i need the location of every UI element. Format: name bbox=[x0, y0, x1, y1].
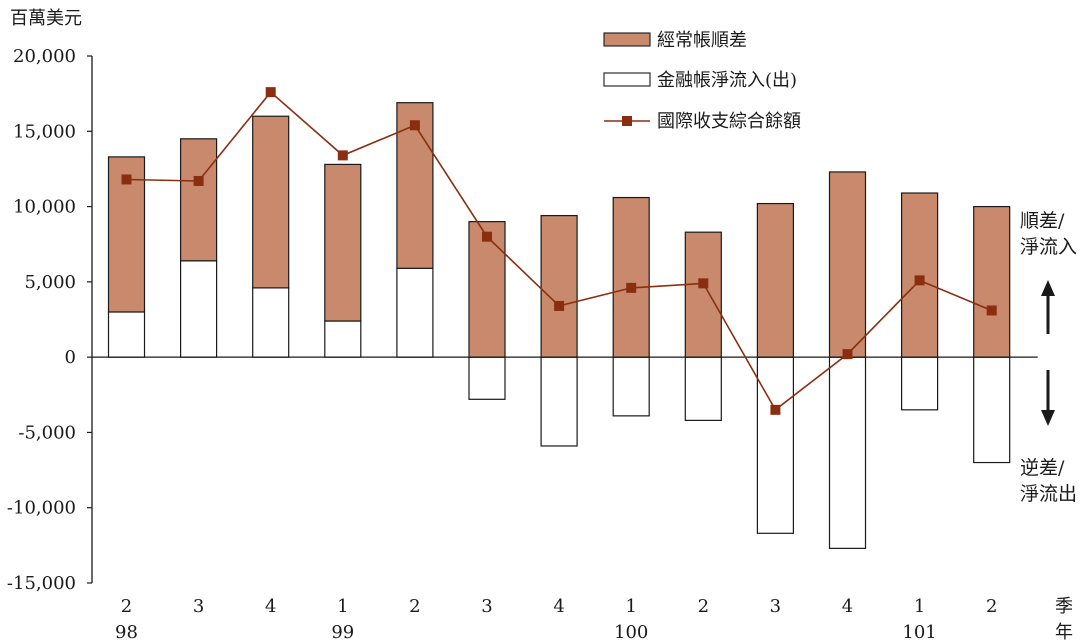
financial-account-bar bbox=[396, 267, 434, 358]
current-account-bar bbox=[684, 231, 722, 358]
legend-swatch-financial-account bbox=[603, 72, 651, 87]
up-arrow-icon bbox=[1041, 280, 1055, 296]
balance-marker bbox=[121, 174, 132, 185]
financial-account-bar bbox=[973, 356, 1011, 464]
legend-marker-balance bbox=[622, 116, 632, 126]
year-label: 98 bbox=[115, 622, 138, 641]
year-axis-label: 年 bbox=[1055, 622, 1073, 641]
legend-label-balance: 國際收支綜合餘額 bbox=[657, 111, 801, 132]
y-tick-label: 0 bbox=[65, 347, 76, 368]
surplus-label: 順差/ 淨流入 bbox=[1020, 208, 1077, 260]
surplus-label-line2: 淨流入 bbox=[1020, 236, 1078, 258]
financial-account-bar bbox=[468, 356, 506, 400]
surplus-label-line1: 順差/ bbox=[1020, 210, 1065, 232]
quarter-label: 4 bbox=[842, 596, 853, 617]
balance-marker bbox=[770, 404, 781, 415]
y-tick-label: 20,000 bbox=[13, 46, 76, 67]
quarter-label: 2 bbox=[409, 596, 420, 617]
legend-label-financial-account: 金融帳淨流入(出) bbox=[657, 70, 797, 91]
balance-marker bbox=[626, 282, 637, 293]
bars bbox=[107, 102, 1011, 549]
financial-account-bar bbox=[540, 356, 578, 447]
quarter-label: 2 bbox=[986, 596, 997, 617]
financial-account-bar bbox=[252, 287, 290, 358]
balance-marker bbox=[193, 175, 204, 186]
quarter-label: 3 bbox=[481, 596, 492, 617]
current-account-bar bbox=[828, 171, 867, 358]
balance-marker bbox=[482, 231, 492, 242]
balance-marker bbox=[337, 150, 348, 161]
balance-marker bbox=[265, 87, 276, 98]
y-tick-label: -5,000 bbox=[18, 422, 76, 443]
balance-marker bbox=[698, 278, 709, 289]
y-tick-label: 15,000 bbox=[13, 121, 76, 142]
y-axis-ticks: 20,000 15,000 10,000 5,000 0 -5,000 -10,000 -15… bbox=[7, 46, 92, 594]
direction-arrows bbox=[1041, 280, 1055, 426]
quarter-axis-label: 季 bbox=[1055, 596, 1073, 617]
quarter-label: 1 bbox=[337, 596, 348, 617]
quarter-label: 1 bbox=[914, 596, 925, 617]
deficit-label-line1: 逆差/ bbox=[1020, 457, 1065, 479]
financial-account-bar bbox=[612, 356, 650, 417]
deficit-label-line2: 淨流出 bbox=[1020, 483, 1078, 505]
current-account-bar bbox=[612, 196, 650, 358]
financial-account-bar bbox=[828, 356, 867, 549]
current-account-bar bbox=[756, 202, 795, 358]
current-account-bar bbox=[973, 205, 1011, 358]
quarter-label: 3 bbox=[193, 596, 204, 617]
current-account-bar bbox=[468, 221, 506, 358]
quarter-label: 1 bbox=[625, 596, 636, 617]
balance-marker bbox=[842, 349, 853, 360]
quarter-label: 2 bbox=[698, 596, 709, 617]
financial-account-bar bbox=[107, 311, 146, 358]
quarter-label: 4 bbox=[265, 596, 276, 617]
year-label: 101 bbox=[902, 622, 936, 641]
year-label: 99 bbox=[331, 622, 354, 641]
y-tick-label: -10,000 bbox=[7, 498, 76, 519]
y-axis-unit-label: 百萬美元 bbox=[10, 8, 82, 29]
y-tick-label: 10,000 bbox=[13, 197, 76, 218]
axes bbox=[91, 56, 1038, 583]
balance-line bbox=[121, 87, 997, 415]
quarter-label: 4 bbox=[553, 596, 564, 617]
current-account-bar bbox=[324, 163, 362, 322]
financial-account-bar bbox=[756, 356, 795, 534]
current-account-bar bbox=[540, 215, 578, 358]
y-tick-label: -15,000 bbox=[7, 573, 76, 594]
year-label: 100 bbox=[614, 622, 648, 641]
financial-account-bar bbox=[684, 356, 722, 421]
financial-account-bar bbox=[324, 320, 362, 358]
current-account-bar bbox=[252, 115, 290, 289]
legend-label-current-account: 經常帳順差 bbox=[657, 30, 747, 51]
balance-marker bbox=[409, 120, 420, 131]
down-arrow-icon bbox=[1041, 410, 1055, 426]
quarter-label: 3 bbox=[770, 596, 781, 617]
x-axis-ticks: 2 3 4 1 2 3 4 1 2 3 4 1 2 98 99 100 101 季年 bbox=[115, 596, 1073, 641]
quarter-label: 2 bbox=[121, 596, 132, 617]
balance-marker bbox=[554, 300, 565, 311]
balance-marker bbox=[986, 305, 997, 316]
balance-marker bbox=[914, 275, 925, 286]
financial-account-bar bbox=[900, 356, 939, 411]
financial-account-bar bbox=[180, 260, 218, 358]
y-tick-label: 5,000 bbox=[24, 272, 76, 293]
deficit-label: 逆差/ 淨流出 bbox=[1020, 455, 1077, 507]
current-account-bar bbox=[180, 138, 218, 262]
current-account-bar bbox=[900, 192, 939, 358]
legend-swatch-current-account bbox=[603, 32, 651, 47]
